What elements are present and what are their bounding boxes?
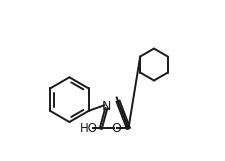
Text: N: N xyxy=(101,99,111,113)
Text: O: O xyxy=(111,122,121,135)
Text: HO: HO xyxy=(80,122,98,135)
